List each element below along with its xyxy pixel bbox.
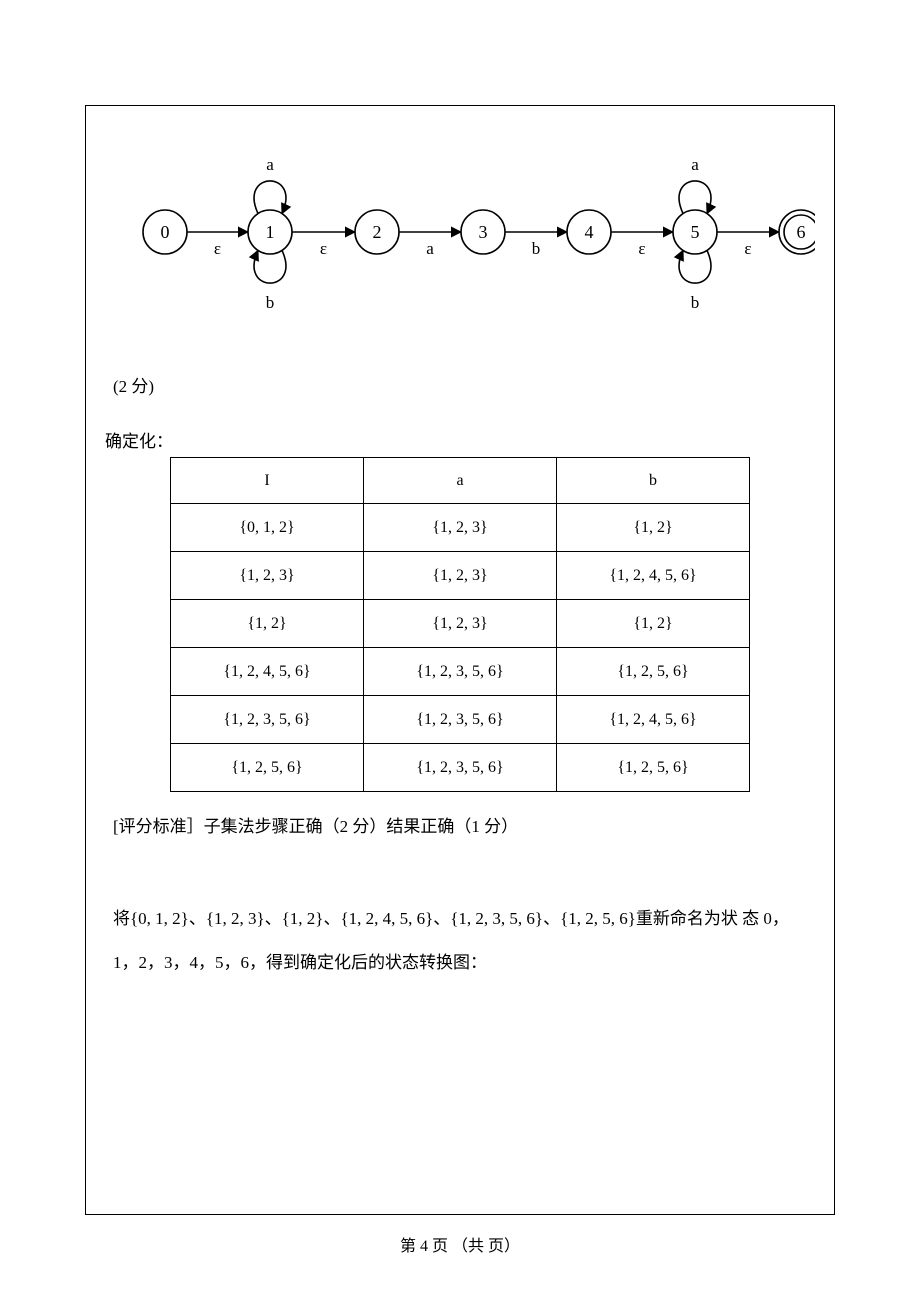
- table-row: {0, 1, 2}{1, 2, 3}{1, 2}: [171, 504, 750, 552]
- svg-text:ε: ε: [638, 239, 645, 258]
- svg-text:ε: ε: [744, 239, 751, 258]
- score-note: (2 分): [113, 372, 815, 397]
- table-header: a: [364, 458, 557, 504]
- svg-text:b: b: [532, 239, 541, 258]
- nfa-diagram: ε ε a b ε ε a b a b 0 1 2 3 4 5 6: [105, 132, 815, 332]
- table-row: {1, 2, 3, 5, 6}{1, 2, 3, 5, 6}{1, 2, 4, …: [171, 696, 750, 744]
- table-row: {1, 2, 5, 6}{1, 2, 3, 5, 6}{1, 2, 5, 6}: [171, 744, 750, 792]
- table-cell: {1, 2}: [557, 600, 750, 648]
- table-cell: {1, 2, 5, 6}: [557, 744, 750, 792]
- svg-text:ε: ε: [214, 239, 221, 258]
- svg-text:0: 0: [161, 222, 170, 242]
- svg-text:a: a: [691, 155, 699, 174]
- table-row: {1, 2, 4, 5, 6}{1, 2, 3, 5, 6}{1, 2, 5, …: [171, 648, 750, 696]
- section-label: 确定化：: [105, 427, 815, 452]
- table-cell: {1, 2, 5, 6}: [557, 648, 750, 696]
- table-cell: {1, 2, 3, 5, 6}: [171, 696, 364, 744]
- grading-standard: [评分标准］子集法步骤正确（2 分）结果正确（1 分）: [113, 812, 815, 837]
- table-cell: {1, 2, 3, 5, 6}: [364, 744, 557, 792]
- table-cell: {1, 2, 3}: [364, 600, 557, 648]
- table-cell: {1, 2}: [557, 504, 750, 552]
- svg-text:a: a: [426, 239, 434, 258]
- table-header: I: [171, 458, 364, 504]
- svg-text:5: 5: [691, 222, 700, 242]
- table-cell: {1, 2, 3, 5, 6}: [364, 696, 557, 744]
- svg-text:b: b: [266, 293, 275, 312]
- table-header-row: I a b: [171, 458, 750, 504]
- svg-text:b: b: [691, 293, 700, 312]
- table-cell: {1, 2, 5, 6}: [171, 744, 364, 792]
- svg-text:ε: ε: [320, 239, 327, 258]
- table-cell: {1, 2, 3, 5, 6}: [364, 648, 557, 696]
- svg-text:a: a: [266, 155, 274, 174]
- table-header: b: [557, 458, 750, 504]
- table-row: {1, 2, 3}{1, 2, 3}{1, 2, 4, 5, 6}: [171, 552, 750, 600]
- table-cell: {1, 2}: [171, 600, 364, 648]
- table-cell: {0, 1, 2}: [171, 504, 364, 552]
- svg-text:6: 6: [797, 222, 806, 242]
- table-cell: {1, 2, 4, 5, 6}: [557, 696, 750, 744]
- table-cell: {1, 2, 4, 5, 6}: [171, 648, 364, 696]
- subset-table: I a b {0, 1, 2}{1, 2, 3}{1, 2}{1, 2, 3}{…: [170, 457, 750, 792]
- svg-text:1: 1: [266, 222, 275, 242]
- svg-text:2: 2: [373, 222, 382, 242]
- page-content: εεabεεabab0123456 (2 分) 确定化： I a b {0, 1…: [85, 105, 835, 1000]
- explanation-text: 将{0, 1, 2}、{1, 2, 3}、{1, 2}、{1, 2, 4, 5,…: [113, 897, 807, 985]
- table-cell: {1, 2, 3}: [364, 552, 557, 600]
- page-footer: 第 4 页 （共 页）: [0, 1232, 920, 1256]
- svg-text:3: 3: [479, 222, 488, 242]
- table-cell: {1, 2, 3}: [171, 552, 364, 600]
- table-cell: {1, 2, 3}: [364, 504, 557, 552]
- table-cell: {1, 2, 4, 5, 6}: [557, 552, 750, 600]
- table-row: {1, 2}{1, 2, 3}{1, 2}: [171, 600, 750, 648]
- svg-text:4: 4: [585, 222, 594, 242]
- nfa-svg: ε ε a b ε ε a b a b 0 1 2 3 4 5 6: [105, 132, 815, 332]
- explain-line1: 将{0, 1, 2}、{1, 2, 3}、{1, 2}、{1, 2, 4, 5,…: [113, 909, 738, 928]
